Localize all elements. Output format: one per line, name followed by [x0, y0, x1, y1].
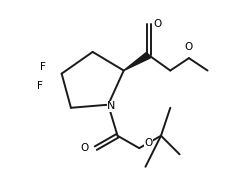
- Text: F: F: [37, 81, 43, 91]
- Text: O: O: [81, 143, 89, 153]
- Text: O: O: [154, 19, 162, 29]
- Polygon shape: [124, 52, 150, 70]
- Text: O: O: [144, 139, 153, 148]
- Text: O: O: [185, 42, 193, 52]
- Text: F: F: [40, 62, 46, 72]
- Text: N: N: [107, 101, 116, 111]
